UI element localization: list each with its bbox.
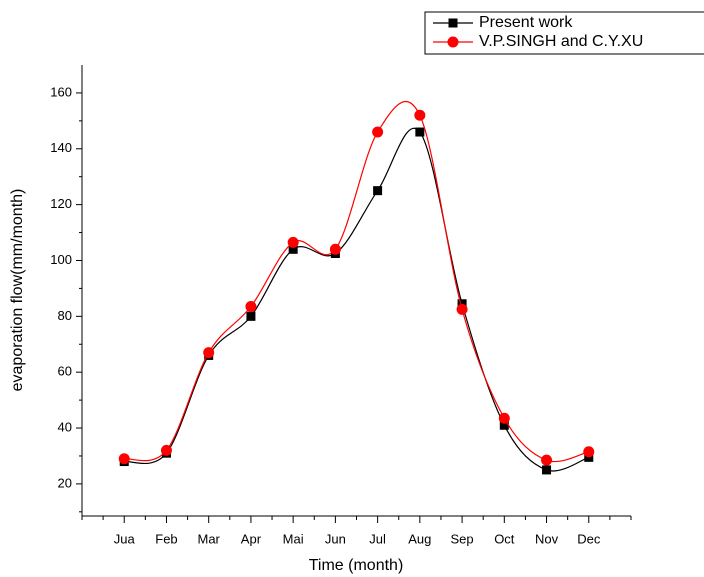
x-tick-label: Mai <box>283 531 304 546</box>
legend-label: Present work <box>479 14 573 31</box>
x-tick-label: Apr <box>241 531 262 546</box>
data-point <box>498 412 510 424</box>
x-tick-label: Aug <box>408 531 431 546</box>
data-point <box>246 311 256 321</box>
legend-label: V.P.SINGH and C.Y.XU <box>479 33 643 50</box>
legend-marker <box>447 36 459 48</box>
data-point <box>584 452 594 462</box>
x-tick-label: Oct <box>494 531 515 546</box>
data-point <box>245 301 257 313</box>
legend-box <box>424 11 704 55</box>
data-point <box>203 347 215 359</box>
y-tick-label: 60 <box>58 364 72 379</box>
y-tick-label: 80 <box>58 308 72 323</box>
data-point <box>160 444 172 456</box>
y-tick-label: 140 <box>50 140 72 155</box>
y-tick-label: 40 <box>58 419 72 434</box>
x-tick-label: Mar <box>197 531 220 546</box>
x-tick-label: Jua <box>114 531 136 546</box>
data-point <box>456 303 468 315</box>
data-point <box>542 465 552 475</box>
data-point <box>373 186 383 196</box>
data-point <box>288 244 298 254</box>
data-point <box>329 243 341 255</box>
y-axis-label: evaporation flow(mm/month) <box>9 189 26 392</box>
series-line <box>124 101 589 463</box>
y-tick-label: 100 <box>50 252 72 267</box>
data-point <box>499 420 509 430</box>
x-tick-label: Dec <box>577 531 601 546</box>
data-point <box>118 453 130 465</box>
data-point <box>287 236 299 248</box>
data-point <box>372 126 384 138</box>
data-point <box>541 454 553 466</box>
y-tick-label: 160 <box>50 84 72 99</box>
y-tick-label: 20 <box>58 475 72 490</box>
x-tick-label: Nov <box>535 531 559 546</box>
data-point <box>457 299 467 309</box>
x-axis-label: Time (month) <box>309 557 404 574</box>
x-tick-label: Jun <box>325 531 346 546</box>
x-tick-label: Feb <box>155 531 177 546</box>
series-line <box>124 128 589 472</box>
data-point <box>583 446 595 458</box>
data-point <box>414 109 426 121</box>
legend-marker <box>448 18 458 28</box>
x-tick-label: Sep <box>451 531 474 546</box>
data-point <box>415 127 425 137</box>
x-tick-label: Jul <box>369 531 386 546</box>
y-tick-label: 120 <box>50 196 72 211</box>
